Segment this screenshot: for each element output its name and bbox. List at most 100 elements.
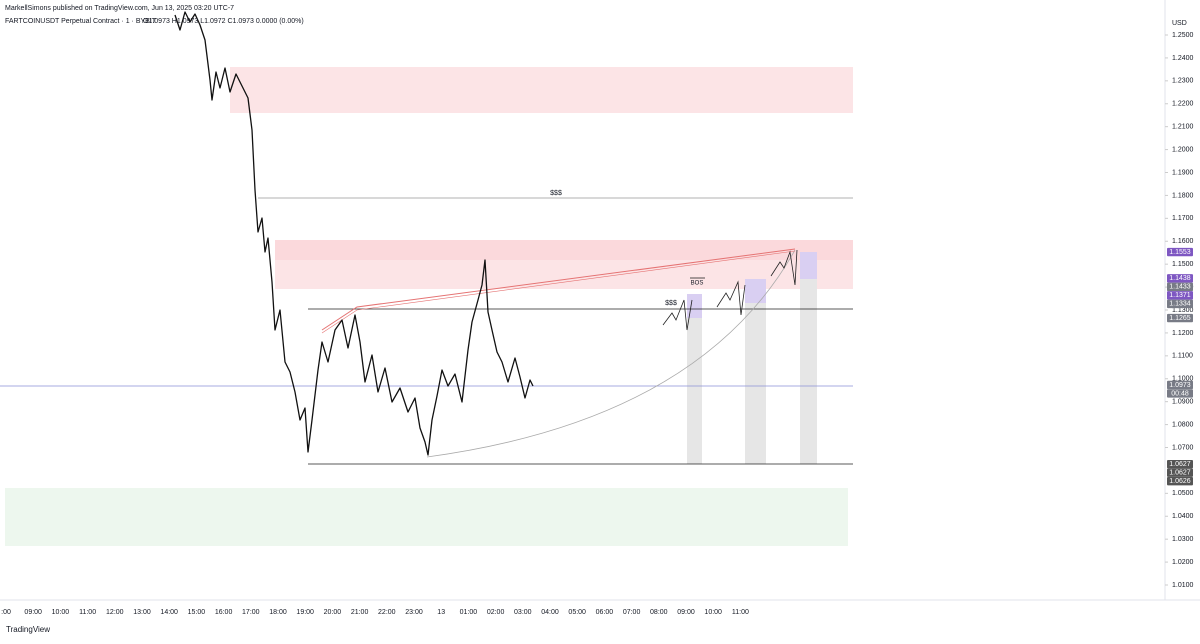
demand-zone: [5, 488, 848, 546]
tick-label: 1.0800: [1172, 421, 1194, 428]
tick-label: 1.2200: [1172, 101, 1194, 108]
tick-label: 1.2100: [1172, 124, 1194, 131]
supply-zone-top: [275, 240, 853, 260]
projection-bar: [687, 294, 702, 464]
price-tag: [1167, 380, 1193, 390]
price-tag: [1167, 313, 1193, 323]
price-tag-label: 1.0627: [1169, 470, 1191, 477]
price-tag-label: 1.0627: [1169, 461, 1191, 468]
time-label: 17:00: [242, 609, 260, 616]
tick-label: 1.0100: [1172, 582, 1194, 589]
countdown-box: [1167, 389, 1193, 398]
price-tag-label: 1.0973: [1169, 382, 1191, 389]
tick-label: 1.1600: [1172, 238, 1194, 245]
supply-zone: [230, 67, 853, 113]
position-box: [687, 294, 702, 318]
price-tag: [1167, 291, 1193, 300]
time-label: :00: [1, 609, 11, 616]
time-label: 10:00: [704, 609, 722, 616]
time-label: 06:00: [596, 609, 614, 616]
tick-label: 1.1000: [1172, 376, 1194, 383]
price-tag: [1167, 247, 1193, 257]
annotation: $$$: [665, 300, 677, 307]
price-path: [174, 11, 534, 456]
annotation: $$$: [550, 190, 562, 197]
price-tag-label: 1.1553: [1169, 249, 1191, 256]
tick-label: 1.0900: [1172, 399, 1194, 406]
time-label: 07:00: [623, 609, 641, 616]
price-tag: [1167, 274, 1193, 283]
tick-label: 1.0700: [1172, 444, 1194, 451]
tick-label: 1.0300: [1172, 536, 1194, 543]
tick-label: 1.1300: [1172, 307, 1194, 314]
price-tag: [1167, 299, 1193, 309]
tick-label: 1.1500: [1172, 261, 1194, 268]
time-label: 23:00: [405, 609, 423, 616]
tick-label: 1.1200: [1172, 330, 1194, 337]
price-tag: [1167, 460, 1193, 469]
time-label: 19:00: [296, 609, 314, 616]
time-label: 09:00: [24, 609, 42, 616]
time-label: 01:00: [460, 609, 478, 616]
projection-path: [770, 249, 798, 286]
time-label: 21:00: [351, 609, 369, 616]
projection-path: [662, 299, 693, 331]
price-tag-label: 1.0626: [1169, 478, 1191, 485]
time-label: 13:00: [133, 609, 151, 616]
time-label: 09:00: [677, 609, 695, 616]
projection-bar: [745, 279, 766, 464]
currency: USD: [1172, 20, 1187, 27]
countdown: 00:48: [1171, 390, 1189, 397]
time-label: 12:00: [106, 609, 124, 616]
time-label: 05:00: [568, 609, 586, 616]
tick-label: 1.1900: [1172, 169, 1194, 176]
tick-label: 1.0400: [1172, 513, 1194, 520]
tick-label: 1.2300: [1172, 78, 1194, 85]
time-label: 22:00: [378, 609, 396, 616]
time-label: 20:00: [324, 609, 342, 616]
publisher: MarkellSimons published on TradingView.c…: [5, 5, 234, 12]
projection-bar: [800, 252, 817, 464]
tick-label: 1.0500: [1172, 490, 1194, 497]
tick-label: 1.2500: [1172, 32, 1194, 39]
trend-line: [321, 250, 796, 334]
time-label: 18:00: [269, 609, 287, 616]
time-label: 13: [437, 609, 445, 616]
time-label: 04:00: [541, 609, 559, 616]
price-tag-label: 1.1334: [1169, 301, 1191, 308]
ohlc: O1.0973 H1.0973 L1.0972 C1.0973 0.0000 (…: [143, 18, 304, 25]
curve: [426, 249, 796, 458]
time-label: 11:00: [732, 609, 749, 616]
time-label: 08:00: [650, 609, 668, 616]
footer: TradingView: [6, 625, 50, 634]
time-label: 10:00: [52, 609, 70, 616]
tick-label: 1.2000: [1172, 146, 1194, 153]
tick-label: 1.2400: [1172, 55, 1194, 62]
time-label: 11:00: [79, 609, 96, 616]
tick-label: 1.1800: [1172, 192, 1194, 199]
time-label: 15:00: [188, 609, 206, 616]
price-tag-label: 1.1433: [1169, 284, 1191, 291]
projection-path: [716, 280, 746, 316]
trend-line: [321, 248, 796, 331]
tick-label: 1.1700: [1172, 215, 1194, 222]
time-label: 14:00: [160, 609, 178, 616]
time-label: 16:00: [215, 609, 233, 616]
tick-label: 1.0200: [1172, 559, 1194, 566]
price-tag-label: 1.1265: [1169, 315, 1191, 322]
position-box: [745, 279, 766, 303]
price-tag: [1167, 282, 1193, 292]
price-tag-label: 1.1371: [1169, 292, 1191, 299]
symbol: FARTCOINUSDT Perpetual Contract · 1 · BY…: [5, 18, 157, 25]
position-box: [800, 252, 817, 279]
time-label: 03:00: [514, 609, 532, 616]
price-tag-label: 1.1438: [1169, 275, 1191, 282]
tick-label: 1.1100: [1172, 353, 1193, 360]
price-tag: [1167, 468, 1193, 477]
annotation: BOS: [691, 281, 704, 287]
time-labels: :00 09:00 10:00 11:00 12:00 13:00 14:00 15:00 16…: [1, 609, 749, 616]
time-label: 02:00: [487, 609, 505, 616]
price-tag: [1167, 477, 1193, 486]
